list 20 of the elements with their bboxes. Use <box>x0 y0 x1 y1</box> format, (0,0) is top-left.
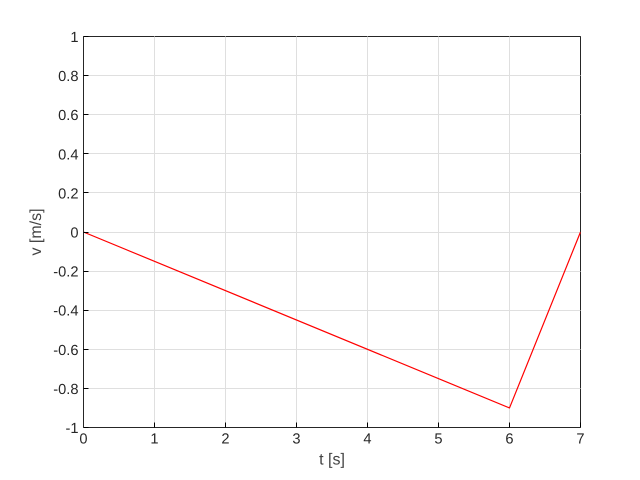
y-axis-title: v [m/s] <box>28 208 46 256</box>
x-tick-label: 7 <box>576 432 585 448</box>
x-tick-label: 6 <box>505 432 514 448</box>
y-tick-label: -0.6 <box>53 342 79 359</box>
y-tick-label: 0.2 <box>58 186 78 202</box>
y-tick-label: -1 <box>65 421 79 437</box>
x-tick-label: 5 <box>434 432 443 448</box>
y-tick-label: -0.2 <box>53 264 79 281</box>
x-tick-label: 4 <box>363 432 372 448</box>
y-tick-label: 0.4 <box>58 147 78 164</box>
y-tick-label: 0.6 <box>58 108 78 124</box>
y-tick-label: 0.8 <box>58 69 78 86</box>
x-tick-label: 2 <box>221 432 230 448</box>
x-axis-title: t [s] <box>319 452 345 468</box>
y-tick-label: -0.4 <box>53 304 79 320</box>
x-tick-label: 1 <box>150 432 159 448</box>
y-tick-label: 0 <box>70 226 79 242</box>
y-tick-label: -0.8 <box>53 382 79 398</box>
x-tick-label: 3 <box>292 432 301 448</box>
y-tick-label: 1 <box>70 30 79 46</box>
